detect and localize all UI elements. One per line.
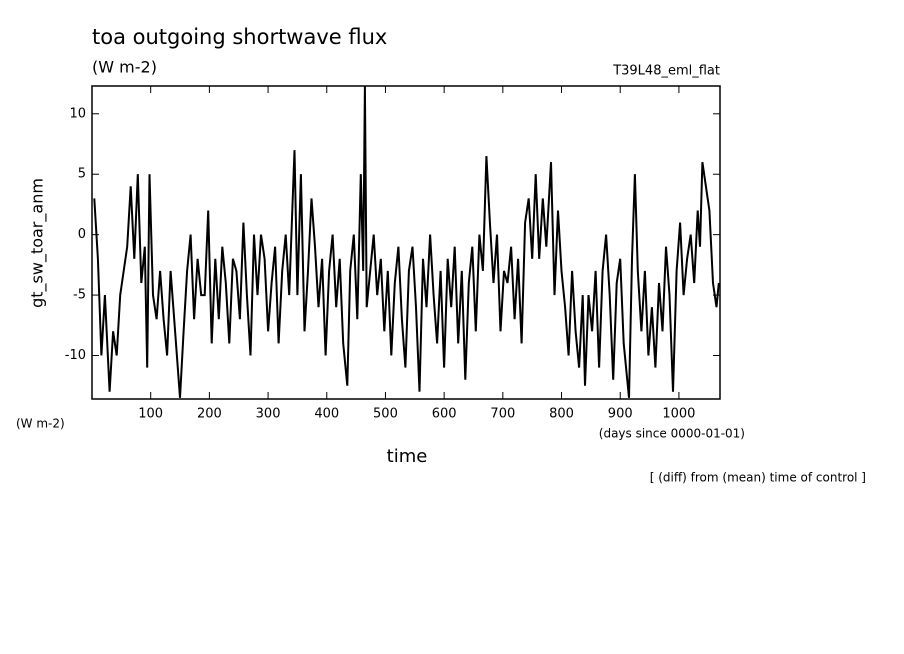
x-tick-label: 900 <box>608 407 633 422</box>
y-axis-label: gt_sw_toar_anm <box>28 178 48 308</box>
plot-frame <box>91 85 721 400</box>
x-tick-label: 500 <box>373 407 398 422</box>
x-tick-label: 400 <box>314 407 339 422</box>
x-tick-label: 300 <box>256 407 281 422</box>
x-axis-label: time <box>387 446 428 467</box>
run-label: T39L48_eml_flat <box>612 64 720 79</box>
chart-title: toa outgoing shortwave flux <box>92 25 387 49</box>
x-tick-label: 100 <box>138 407 163 422</box>
y-tick-label: 5 <box>78 167 86 182</box>
y-unit: (W m-2) <box>16 417 65 431</box>
x-unit: (days since 0000-01-01) <box>599 427 745 441</box>
y-tick-label: -10 <box>65 348 86 363</box>
y-tick-label: 0 <box>78 227 86 242</box>
series-line <box>93 85 720 398</box>
x-tick-label: 1000 <box>662 407 695 422</box>
y-tick-label: -5 <box>73 288 86 303</box>
x-tick-label: 600 <box>432 407 457 422</box>
y-tick-label: 10 <box>69 106 86 121</box>
x-tick-label: 800 <box>549 407 574 422</box>
annotation: [ (diff) from (mean) time of control ] <box>650 471 866 485</box>
chart-subtitle: (W m-2) <box>92 58 157 77</box>
x-tick-label: 700 <box>490 407 515 422</box>
x-tick-label: 200 <box>197 407 222 422</box>
